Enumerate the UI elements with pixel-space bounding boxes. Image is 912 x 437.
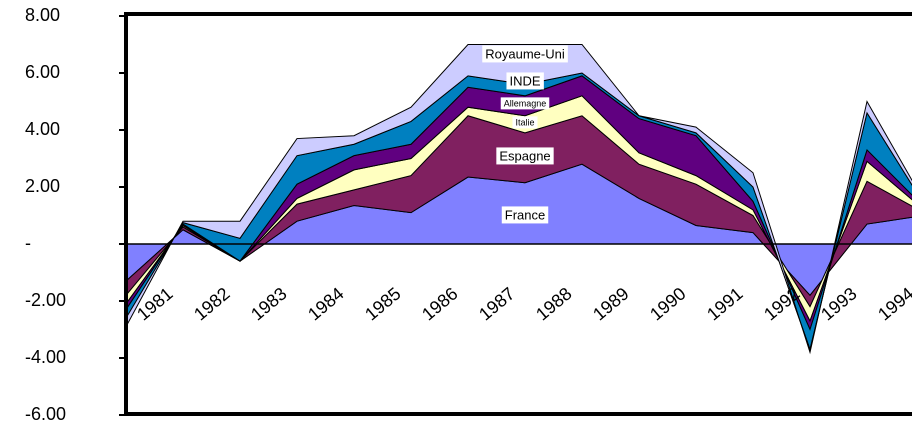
series-label-bg [482, 45, 568, 63]
x-tick-label: 1984 [304, 283, 348, 324]
x-tick-label: 1990 [646, 283, 690, 324]
y-tick-label: 4.00 [25, 119, 60, 139]
series-label-bg [512, 116, 538, 129]
series-label: Royaume-Uni [485, 46, 565, 61]
plot-frame [124, 12, 912, 416]
y-tick-label: 2.00 [25, 176, 60, 196]
y-tick-label: -2.00 [25, 290, 66, 310]
series-label: Italie [515, 117, 534, 127]
y-tick-label: - [25, 233, 31, 253]
series-label: France [505, 207, 545, 222]
x-tick-label: 1986 [418, 283, 462, 324]
y-tick-label: -6.00 [25, 404, 66, 424]
series-label-bg [501, 206, 549, 224]
area [125, 44, 912, 355]
x-tick-label: 1982 [190, 283, 234, 324]
y-tick-label: -4.00 [25, 347, 66, 367]
x-tick-label: 1989 [589, 283, 633, 324]
series-label: INDE [509, 73, 540, 88]
series-label: Espagne [499, 148, 550, 163]
series-label: Allemagne [504, 98, 547, 108]
y-tick-label: 8.00 [25, 5, 60, 25]
series-label-bg [500, 97, 550, 110]
series-label-bg [496, 147, 554, 165]
x-tick-label: 1987 [475, 283, 519, 324]
x-tick-label: 1985 [361, 283, 405, 324]
y-tick-label: 6.00 [25, 62, 60, 82]
x-tick-label: 1983 [247, 283, 291, 324]
x-tick-label: 1988 [532, 283, 576, 324]
series-label-bg [506, 72, 544, 90]
x-tick-label: 1994 [874, 283, 912, 324]
x-tick-label: 1991 [703, 283, 747, 324]
